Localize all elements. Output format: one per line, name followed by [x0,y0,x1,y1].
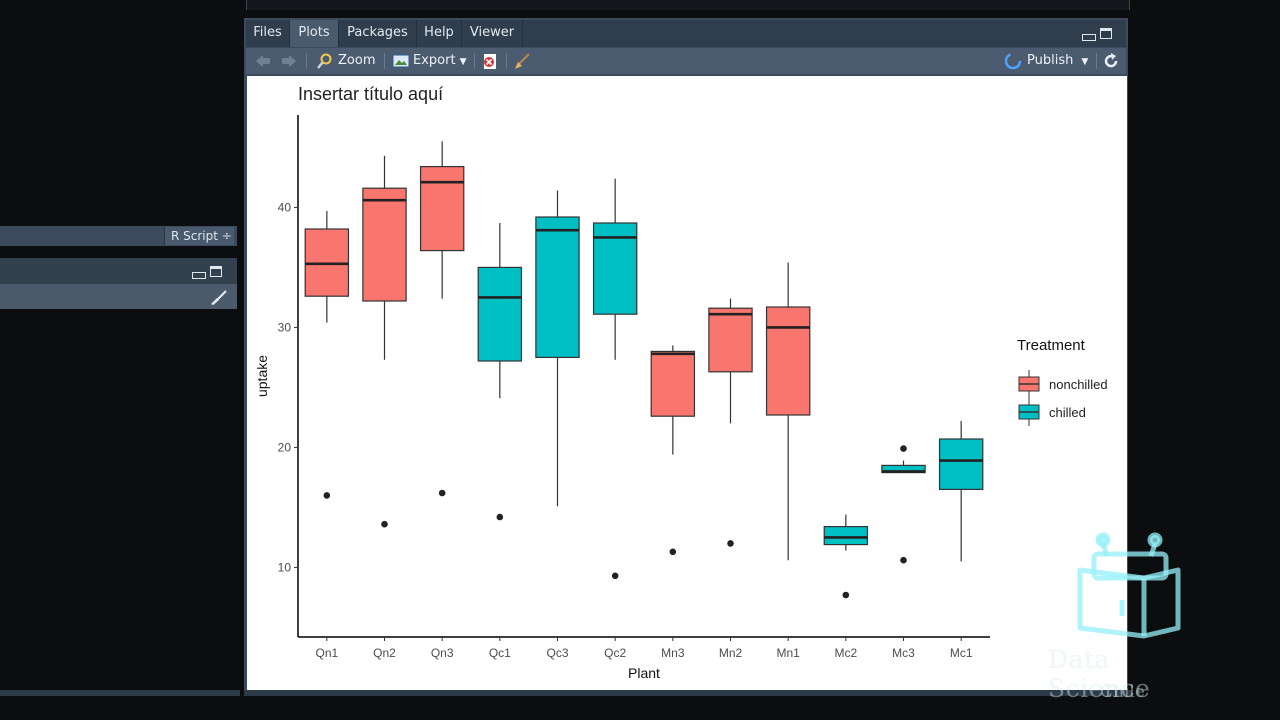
refresh-icon[interactable] [1102,52,1120,70]
toolbar-separator [1096,53,1097,69]
maximize-icon[interactable] [1100,28,1112,39]
export-image-icon[interactable] [391,53,411,69]
legend-label: chilled [1049,405,1086,420]
box-Mc1 [938,438,984,491]
chevron-down-icon: ▼ [1081,57,1089,67]
remove-plot-icon[interactable] [481,53,499,70]
x-tick-label: Qc3 [546,646,568,660]
x-tick-label: Mn2 [719,646,743,660]
box-Qn2 [362,187,407,302]
plots-toolbar: Zoom Export ▼ Publish ▼ [246,48,1126,74]
clear-all-broom-icon[interactable] [513,52,531,70]
upper-right-pane [246,0,1130,10]
box-Qc3 [535,216,580,358]
forward-arrow-icon[interactable] [280,54,298,68]
outlier-point [381,520,388,528]
legend-label: nonchilled [1049,377,1108,392]
y-tick-label: 30 [278,320,292,334]
plots-pane-bottom-border [244,690,1132,696]
box-Mn1 [765,306,811,416]
broom-icon[interactable] [209,288,229,306]
publish-label: Publish [1027,53,1074,68]
outlier-point [842,591,850,599]
x-tick-label: Mc1 [950,646,973,660]
tab-packages[interactable]: Packages [339,20,417,47]
y-tick-label: 20 [278,440,292,454]
x-tick-label: Qc1 [489,646,511,660]
x-tick-label: Qn1 [315,646,338,660]
x-tick-label: Qn2 [373,646,396,660]
tab-files[interactable]: Files [246,20,290,47]
plots-window-controls [1082,28,1112,41]
outlier-point [900,556,907,564]
outlier-point [611,572,619,580]
toolbar-separator [306,53,307,69]
zoom-magnifier-icon[interactable] [316,53,334,70]
maximize-icon[interactable] [210,266,222,277]
tab-plots[interactable]: Plots [290,20,339,47]
toolbar-separator [474,53,475,69]
toolbar-separator [506,53,507,69]
minimize-icon[interactable] [1082,34,1096,41]
outlier-point [496,513,504,521]
x-tick-label: Qc2 [604,646,626,660]
watermark-title: Data Science [1048,645,1151,703]
data-science-chile-robot-logo [1077,532,1181,639]
chevron-down-icon: ▼ [459,57,467,67]
y-axis-label: uptake [254,355,270,397]
watermark-subtitle: Chile [1100,682,1145,702]
boxplot-chart: Insertar título aquí 10 20 30 40 uptake Qn1 Qn2… [254,84,1108,681]
x-tick-label: Mn3 [661,646,685,660]
export-dropdown[interactable]: Export ▼ [413,48,466,75]
box-Mn2 [708,307,753,373]
plot-viewer: Insertar título aquí 10 20 30 40 uptake Qn1 Qn2… [247,76,1127,690]
publish-icon[interactable] [1003,52,1023,70]
x-tick-label: Qn3 [431,646,454,660]
toolbar-separator [384,53,385,69]
x-tick-label: Mc3 [892,646,915,660]
console-pane-toolbar [0,284,237,309]
console-pane-header [0,258,237,284]
box-Qn3 [419,165,465,252]
y-tick-label: 40 [278,200,292,214]
x-tick-label: Mn1 [776,646,800,660]
script-type-dropdown[interactable]: R Script ÷ [164,227,234,245]
zoom-button[interactable]: Zoom [338,53,376,68]
outlier-point [669,548,677,556]
x-axis-label: Plant [628,665,660,681]
y-tick-label: 10 [278,560,292,574]
x-tick-label: Mc2 [834,646,857,660]
outlier-point [727,540,734,547]
publish-dropdown[interactable]: Publish ▼ [1027,48,1088,75]
tab-help[interactable]: Help [417,20,462,47]
left-pane-bottom-border [0,690,240,696]
console-window-controls [192,266,222,279]
tab-viewer[interactable]: Viewer [462,20,523,47]
box-Qc1 [477,266,523,362]
outlier-point [438,489,446,497]
box-Mc2 [823,526,869,546]
plots-pane-tabbar: Files Plots Packages Help Viewer [246,20,1126,47]
outlier-point [900,445,907,452]
export-label: Export [413,53,456,68]
chart-title: Insertar título aquí [298,84,443,104]
back-arrow-icon[interactable] [254,54,272,68]
box-Mn3 [650,350,696,417]
outlier-point [323,492,331,499]
legend-title: Treatment [1017,337,1086,354]
minimize-icon[interactable] [192,272,206,279]
